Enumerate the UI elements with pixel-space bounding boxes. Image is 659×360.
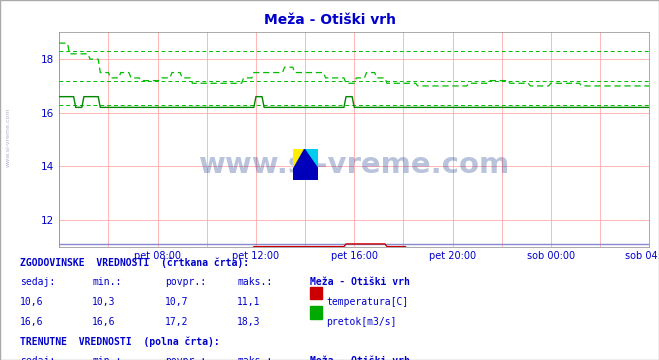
Text: TRENUTNE  VREDNOSTI  (polna črta):: TRENUTNE VREDNOSTI (polna črta): xyxy=(20,337,219,347)
Text: 17,2: 17,2 xyxy=(165,317,188,327)
Text: min.:: min.: xyxy=(92,356,122,360)
Text: www.si-vreme.com: www.si-vreme.com xyxy=(198,151,510,179)
Text: Meža - Otiški vrh: Meža - Otiški vrh xyxy=(310,277,410,287)
Text: sedaj:: sedaj: xyxy=(20,356,55,360)
Text: maks.:: maks.: xyxy=(237,356,272,360)
Text: 10,3: 10,3 xyxy=(92,297,116,307)
Text: Meža - Otiški vrh: Meža - Otiški vrh xyxy=(264,13,395,27)
Text: 10,7: 10,7 xyxy=(165,297,188,307)
Text: Meža - Otiški vrh: Meža - Otiški vrh xyxy=(310,356,410,360)
Text: www.si-vreme.com: www.si-vreme.com xyxy=(5,107,11,167)
Bar xyxy=(293,149,304,169)
Text: povpr.:: povpr.: xyxy=(165,277,206,287)
Text: min.:: min.: xyxy=(92,277,122,287)
Text: 16,6: 16,6 xyxy=(92,317,116,327)
Text: ZGODOVINSKE  VREDNOSTI  (črtkana črta):: ZGODOVINSKE VREDNOSTI (črtkana črta): xyxy=(20,257,249,268)
Text: 11,1: 11,1 xyxy=(237,297,261,307)
Polygon shape xyxy=(304,149,318,169)
Text: 16,6: 16,6 xyxy=(20,317,43,327)
Text: povpr.:: povpr.: xyxy=(165,356,206,360)
Text: maks.:: maks.: xyxy=(237,277,272,287)
Text: 18,3: 18,3 xyxy=(237,317,261,327)
Text: pretok[m3/s]: pretok[m3/s] xyxy=(326,317,397,327)
Text: temperatura[C]: temperatura[C] xyxy=(326,297,409,307)
Text: sedaj:: sedaj: xyxy=(20,277,55,287)
Polygon shape xyxy=(293,149,318,180)
Text: 10,6: 10,6 xyxy=(20,297,43,307)
